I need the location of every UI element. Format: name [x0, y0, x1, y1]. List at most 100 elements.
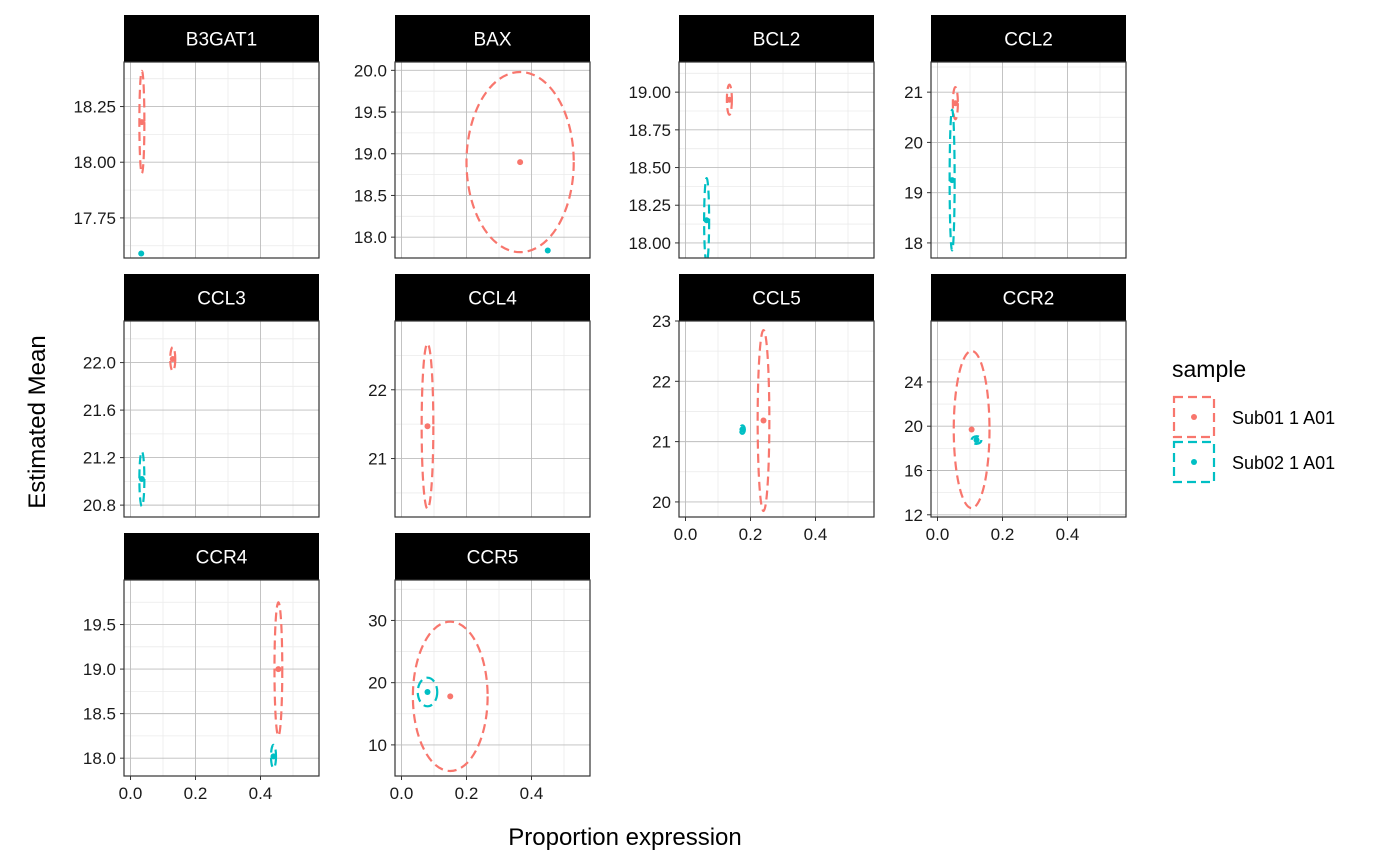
point-sub01-1-a01	[447, 693, 454, 700]
y-tick-label: 18	[904, 234, 923, 253]
y-tick-label: 20.0	[354, 61, 387, 80]
panel-ccr2: CCR2 12 16 20 24 0.0 0.2 0.4	[904, 274, 1127, 544]
panel-bax: BAX 18.0 18.5 19.0 19.5 20.0	[354, 15, 591, 259]
y-tick-label: 19.0	[354, 145, 387, 164]
panel-background	[124, 580, 319, 776]
x-axis-title: Proportion expression	[508, 824, 741, 851]
y-tick-label: 16	[904, 461, 923, 480]
point-sub01-1-a01	[952, 100, 959, 107]
y-tick-label: 20	[904, 417, 923, 436]
panel-marks	[948, 86, 959, 252]
y-tick-label: 20	[652, 493, 671, 512]
x-tick-label: 0.2	[455, 784, 479, 803]
point-sub01-1-a01	[138, 119, 145, 126]
panel-strip	[679, 15, 874, 62]
panel-border	[930, 61, 1127, 259]
panel-background	[679, 62, 874, 258]
y-tick-label: 19.00	[628, 83, 671, 102]
point-sub02-1-a01	[739, 426, 746, 433]
panel-grid	[395, 62, 590, 258]
x-tick-label: 0.2	[739, 525, 763, 544]
panel-background	[931, 321, 1126, 517]
ellipse-sub02-1-a01	[416, 676, 439, 708]
y-tick-label: 20.8	[83, 496, 116, 515]
panel-bcl2: BCL2 18.00 18.25 18.50 18.75 19.00	[628, 15, 875, 259]
x-tick-label: 0.0	[390, 784, 414, 803]
panel-marks	[138, 69, 146, 257]
point-sub02-1-a01	[424, 689, 431, 695]
x-tick-label: 0.2	[184, 784, 208, 803]
y-tick-label: 18.25	[73, 98, 116, 117]
y-tick-label: 22.0	[83, 354, 116, 373]
panel-strip	[124, 274, 319, 321]
panel-border	[123, 320, 320, 518]
y-tick-label: 12	[904, 506, 923, 525]
y-tick-label: 18.50	[628, 159, 671, 178]
y-tick-label: 18.0	[83, 749, 116, 768]
point-sub01-1-a01	[726, 96, 733, 103]
legend-key-point	[1191, 414, 1197, 420]
point-sub02-1-a01	[949, 177, 956, 184]
y-tick-label: 19.5	[354, 103, 387, 122]
point-sub01-1-a01	[517, 159, 524, 166]
panel-strip-label: BAX	[473, 30, 511, 51]
y-tick-label: 18.25	[628, 196, 671, 215]
legend: sample Sub01 1 A01 Sub02 1 A01	[1172, 356, 1335, 484]
panel-strip-label: CCL4	[468, 289, 517, 310]
panel-ccl3: CCL3 20.8 21.2 21.6 22.0	[83, 274, 320, 518]
y-tick-label: 21.6	[83, 401, 116, 420]
point-sub02-1-a01	[973, 437, 980, 444]
panel-marks	[411, 620, 489, 773]
panel-strip	[931, 15, 1126, 62]
panel-marks	[138, 346, 177, 508]
ellipse-sub01-1-a01	[952, 349, 991, 510]
y-tick-label: 23	[652, 312, 671, 331]
panel-strip	[395, 15, 590, 62]
panel-strip-label: CCR2	[1003, 289, 1055, 310]
panel-background	[124, 62, 319, 258]
y-tick-label: 19.0	[83, 660, 116, 679]
y-tick-label: 22	[368, 381, 387, 400]
panel-ccl2: CCL2 18 19 20 21	[904, 15, 1127, 259]
y-tick-label: 19.5	[83, 616, 116, 635]
point-sub02-1-a01	[703, 217, 710, 224]
panel-grid	[124, 580, 319, 776]
legend-label-sub01-1-a01: Sub01 1 A01	[1232, 408, 1335, 428]
panel-background	[931, 62, 1126, 258]
panel-ccr4: CCR4 18.0 18.5 19.0 19.5 0.0 0.2 0.4	[83, 533, 320, 803]
panel-background	[395, 321, 590, 517]
panel-border	[123, 61, 320, 259]
y-tick-label: 18.0	[354, 228, 387, 247]
point-sub02-1-a01	[138, 250, 145, 257]
legend-key-sub01-1-a01	[1172, 395, 1216, 439]
point-sub01-1-a01	[275, 666, 282, 673]
panel-grid	[931, 321, 1126, 517]
y-tick-label: 30	[368, 611, 387, 630]
y-tick-label: 21	[904, 83, 923, 102]
panel-strip-label: CCR5	[467, 548, 519, 569]
y-axis-title: Estimated Mean	[24, 335, 51, 508]
y-tick-label: 18.5	[354, 186, 387, 205]
panel-strip-label: BCL2	[753, 30, 801, 51]
y-tick-label: 21.2	[83, 449, 116, 468]
panel-strip-label: CCR4	[196, 548, 248, 569]
panel-ccl5: CCL5 20 21 22 23 0.0 0.2 0.4	[652, 274, 875, 544]
x-tick-label: 0.0	[119, 784, 143, 803]
point-sub02-1-a01	[544, 247, 551, 254]
panel-strip	[395, 533, 590, 580]
panel-border	[678, 320, 875, 518]
x-tick-label: 0.4	[804, 525, 828, 544]
ellipse-sub01-1-a01	[420, 342, 435, 510]
panel-border	[394, 320, 591, 518]
legend-label-sub02-1-a01: Sub02 1 A01	[1232, 453, 1335, 473]
y-tick-label: 18.5	[83, 705, 116, 724]
panel-marks	[952, 349, 991, 510]
panel-grid	[679, 62, 874, 258]
y-tick-label: 21	[368, 450, 387, 469]
point-sub01-1-a01	[424, 423, 431, 430]
y-tick-label: 22	[652, 372, 671, 391]
ellipse-sub01-1-a01	[465, 70, 575, 254]
panel-background	[679, 321, 874, 517]
y-tick-label: 10	[368, 736, 387, 755]
